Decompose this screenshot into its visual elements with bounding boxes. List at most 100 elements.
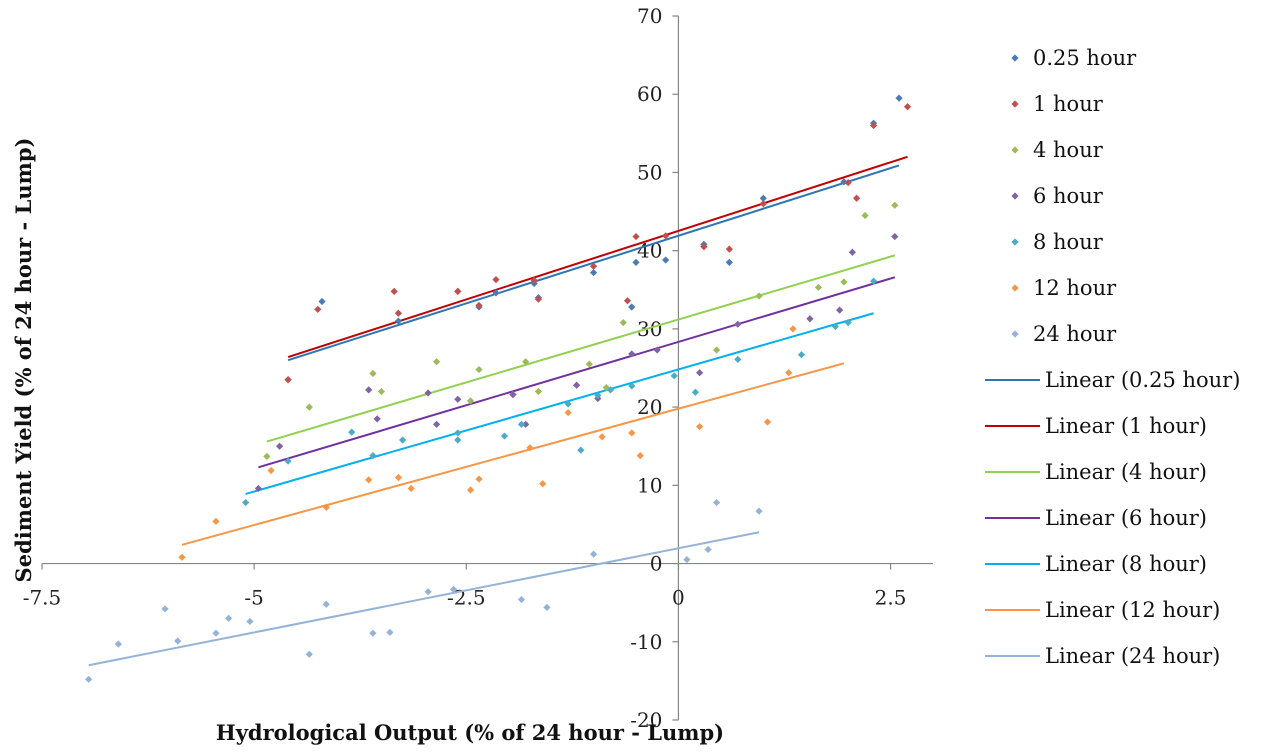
data-point (305, 650, 313, 658)
series-6 (85, 498, 763, 683)
data-point (386, 628, 394, 636)
data-point (543, 603, 551, 611)
data-point (365, 386, 373, 394)
legend-label: Linear (24 hour) (1045, 644, 1220, 668)
data-point (225, 614, 233, 622)
data-point (500, 432, 509, 440)
data-point (407, 484, 415, 493)
data-point (619, 319, 627, 327)
y-tick-label: -20 (630, 708, 662, 732)
trendline-2 (266, 254, 896, 443)
data-point (589, 262, 598, 270)
data-point (632, 258, 640, 266)
legend-label: Linear (8 hour) (1045, 552, 1207, 576)
data-point (263, 452, 271, 460)
data-point (700, 243, 708, 251)
data-point (696, 369, 704, 377)
data-point (636, 452, 644, 460)
data-point (509, 390, 517, 399)
data-point (806, 315, 814, 323)
data-point (670, 372, 678, 380)
data-point (212, 517, 220, 525)
data-point (267, 466, 275, 475)
data-point (178, 553, 186, 561)
data-points (85, 94, 912, 683)
data-point (628, 382, 636, 390)
data-point (831, 322, 840, 331)
legend-marker (1011, 238, 1019, 246)
data-point (870, 277, 878, 285)
data-point (870, 121, 878, 130)
axes (41, 15, 933, 721)
data-point (318, 297, 326, 306)
data-point (759, 200, 767, 208)
data-point (322, 503, 330, 511)
data-point (755, 292, 763, 300)
trendline-4 (245, 312, 874, 495)
data-point (725, 258, 733, 266)
data-point (377, 387, 386, 396)
data-point (369, 452, 377, 460)
x-tick-labels: -7.5 -5 -2.5 0 2.5 (23, 586, 907, 610)
data-point (848, 248, 856, 256)
data-point (246, 617, 254, 626)
data-point (891, 232, 899, 241)
data-point (594, 391, 602, 399)
legend-label: 1 hour (1033, 92, 1104, 116)
data-point (598, 433, 606, 441)
data-point (369, 629, 377, 637)
data-point (763, 418, 772, 426)
trendlines (88, 155, 908, 667)
y-tick-label: 10 (637, 473, 662, 497)
x-tick-label: 0 (672, 586, 685, 610)
data-point (734, 320, 742, 328)
data-point (424, 588, 432, 596)
data-point (564, 408, 572, 417)
data-point (589, 550, 598, 558)
legend-label: 12 hour (1033, 276, 1117, 300)
data-point (114, 640, 122, 648)
data-point (454, 436, 462, 444)
data-point (573, 381, 581, 389)
data-point (305, 403, 313, 411)
y-tick-label: 0 (650, 552, 663, 576)
series-4 (242, 277, 878, 507)
series-3 (254, 232, 899, 493)
data-point (373, 415, 381, 423)
legend-label: Linear (12 hour) (1045, 598, 1220, 622)
data-point (276, 442, 284, 450)
data-point (390, 287, 398, 295)
data-point (539, 480, 547, 488)
series-5 (178, 325, 797, 561)
data-point (454, 429, 462, 437)
data-point (789, 325, 797, 333)
legend-label: Linear (0.25 hour) (1045, 368, 1240, 392)
data-point (517, 420, 526, 428)
trendline-5 (181, 362, 845, 546)
data-point (713, 498, 721, 507)
data-point (424, 389, 432, 397)
data-point (785, 369, 793, 377)
x-tick-label: -7.5 (23, 586, 62, 610)
data-point (348, 428, 356, 436)
data-point (492, 276, 500, 284)
data-point (683, 556, 691, 564)
data-point (161, 605, 169, 613)
data-point (814, 283, 823, 292)
data-point (284, 376, 292, 384)
data-point (85, 675, 93, 683)
data-point (691, 388, 699, 396)
data-point (399, 436, 407, 444)
data-point (704, 545, 712, 554)
y-tick-label: 20 (637, 395, 662, 419)
data-point (394, 473, 402, 482)
data-point (522, 358, 530, 366)
data-point (314, 305, 322, 313)
data-point (394, 309, 402, 317)
data-point (844, 179, 852, 187)
data-point (449, 585, 458, 593)
data-point (628, 429, 636, 437)
data-point (602, 383, 610, 392)
legend-label: Linear (6 hour) (1045, 506, 1207, 530)
